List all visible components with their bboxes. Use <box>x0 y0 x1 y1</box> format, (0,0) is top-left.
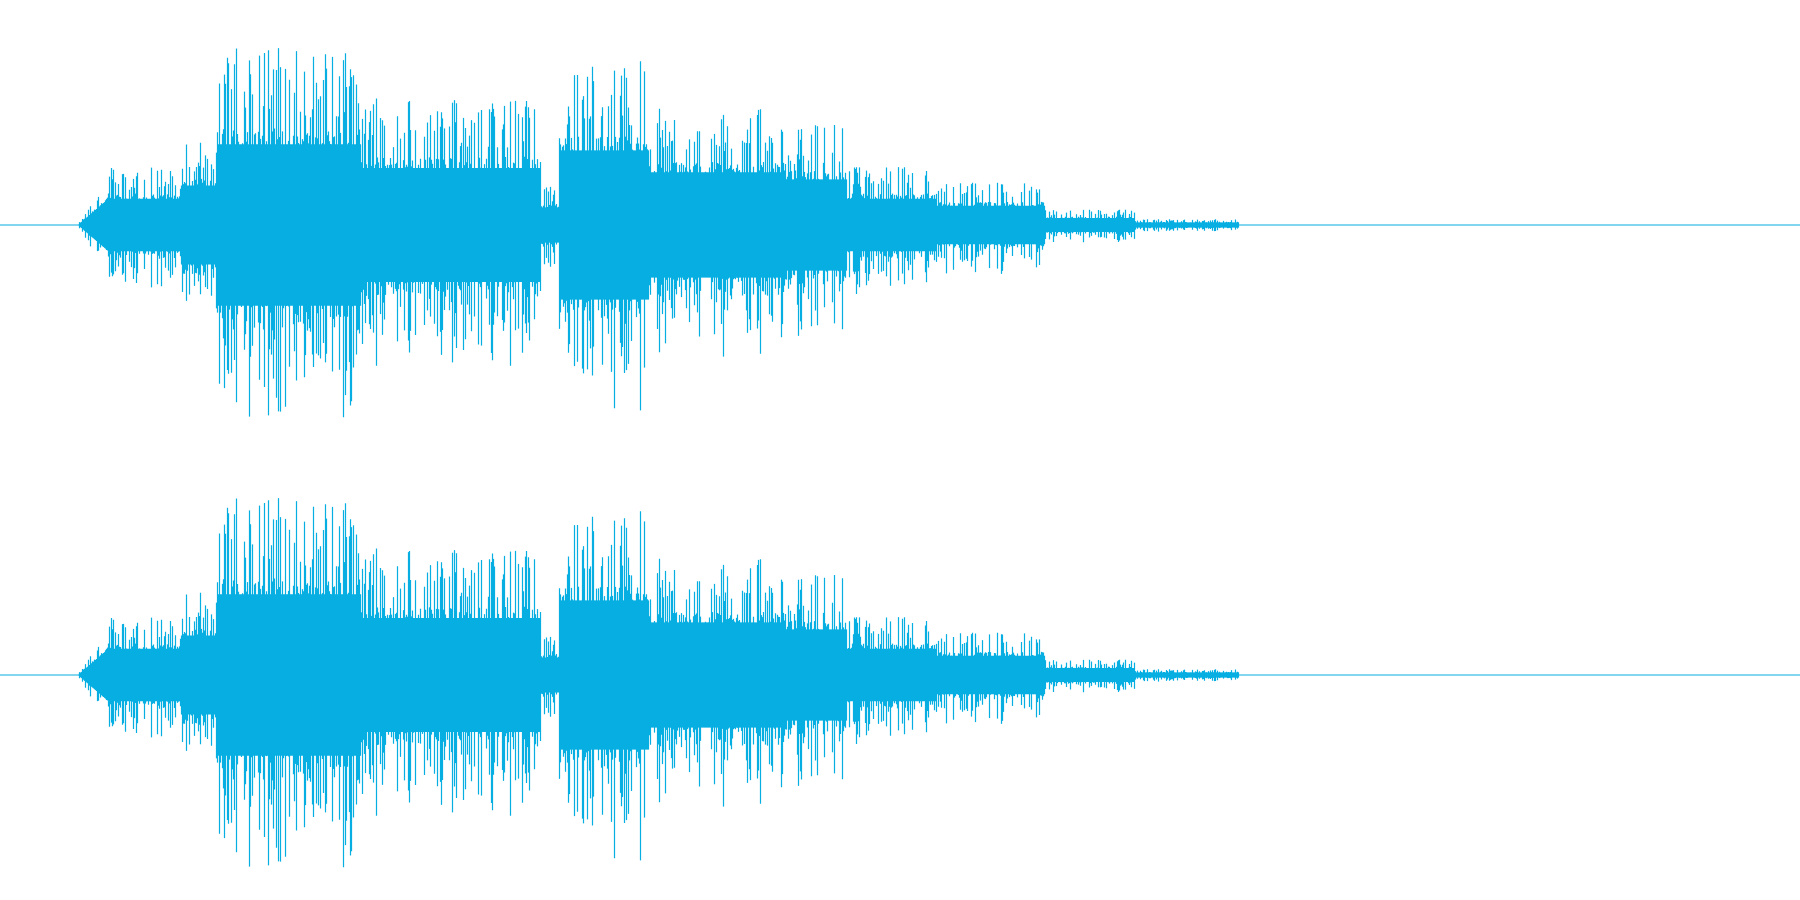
waveform-samples <box>77 498 1240 868</box>
channel-1-waveform <box>0 48 1800 418</box>
channel-2-waveform <box>0 498 1800 868</box>
waveform-samples <box>77 48 1240 418</box>
